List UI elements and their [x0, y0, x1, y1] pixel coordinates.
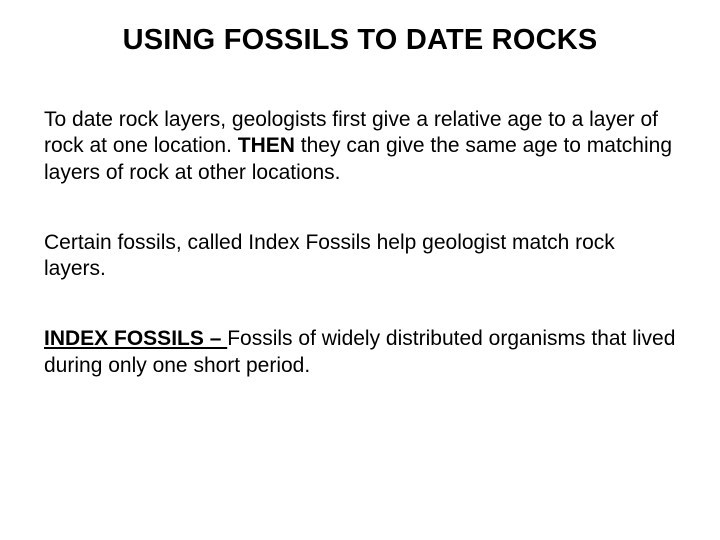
paragraph-intro: To date rock layers, geologists first gi… — [44, 107, 676, 186]
text-then-emphasis: THEN — [238, 134, 295, 157]
term-index-fossils: INDEX FOSSILS – — [44, 327, 227, 350]
paragraph-index-fossils-intro: Certain fossils, called Index Fossils he… — [44, 230, 676, 283]
paragraph-index-fossils-def: INDEX FOSSILS – Fossils of widely distri… — [44, 326, 676, 379]
slide-title: USING FOSSILS TO DATE ROCKS — [44, 24, 676, 57]
slide: USING FOSSILS TO DATE ROCKS To date rock… — [0, 0, 720, 540]
